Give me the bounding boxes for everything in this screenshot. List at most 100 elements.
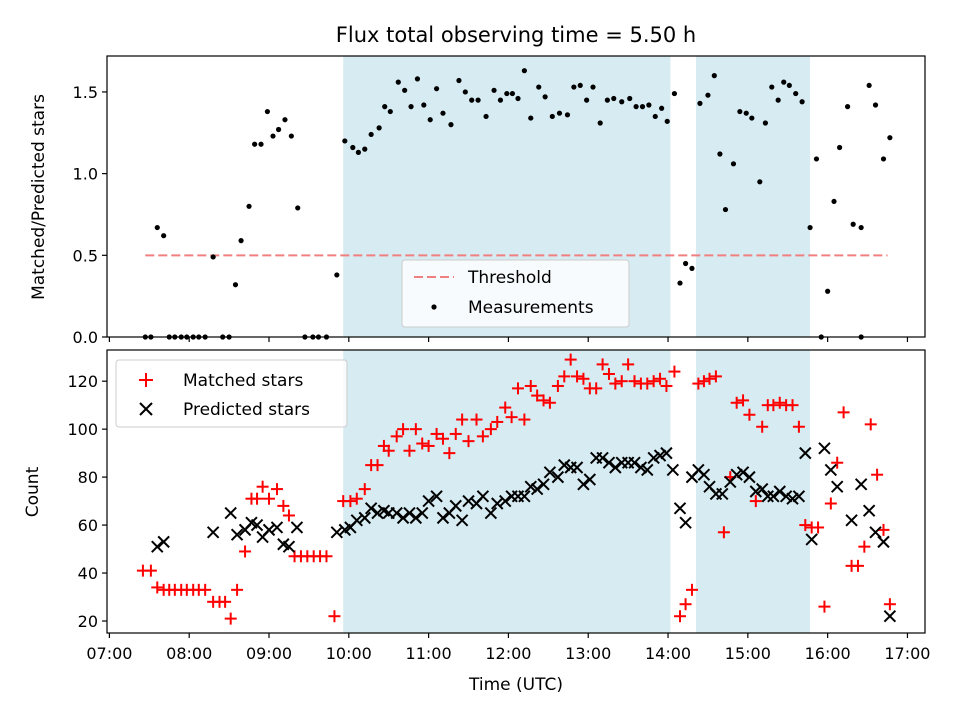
predicted-star-point [250,518,264,532]
matched-star-point [602,367,615,380]
measurement-point [697,100,703,106]
legend-predicted-swatch [139,402,153,416]
top-shaded-interval [695,56,811,337]
matched-star-point [609,377,622,390]
matched-star-point [409,423,422,436]
measurement-point [355,149,361,155]
bottom-y-axis-ticks: 20 40 60 80 100 120 [67,372,107,631]
top-y-tick-label: 1.5 [73,83,98,102]
measurement-point [246,203,252,209]
matched-star-point [577,372,590,385]
predicted-star-point [883,610,897,623]
predicted-star-point [416,506,429,520]
matched-star-point [151,581,164,594]
matched-star-point [749,495,762,508]
predicted-star-point [666,463,680,477]
predicted-star-point [628,456,641,469]
predicted-star-point [749,485,763,498]
measurement-point [491,87,497,93]
measurement-point [238,238,244,244]
matched-star-point [436,432,449,445]
matched-star-point [239,545,252,558]
measurement-point [427,117,433,123]
predicted-star-point [206,526,220,539]
matched-star-point [443,447,456,460]
matched-star-point [551,379,564,392]
predicted-star-point [484,506,498,520]
measurement-point [376,125,382,131]
predicted-star-point [157,535,170,549]
predicted-star-point [779,490,793,503]
measurement-point [232,282,239,288]
predicted-star-point [786,492,799,505]
measurement-point [762,120,768,126]
legend-measurements-swatch [431,304,437,310]
matched-star-point [511,382,524,395]
predicted-star-point [577,478,590,491]
x-tick-label: 11:00 [406,644,452,663]
predicted-star-point [543,466,557,479]
matched-star-point [799,519,812,532]
measurement-point [793,90,799,97]
matched-star-point [505,411,518,424]
bottom-plot-frame [106,349,926,634]
legend-predicted-label: Predicted stars [183,400,310,420]
matched-star-point [328,610,341,623]
measurement-point [813,156,820,162]
matched-star-point [622,358,635,371]
chart-title: Flux total observing time = 5.50 h [336,23,696,47]
predicted-star-point [634,461,648,474]
measurement-point [469,97,475,103]
measurement-point [161,233,167,239]
measurement-point [475,97,481,103]
matched-star-point [743,408,756,421]
matched-star-point [837,406,850,419]
predicted-star-point [422,494,435,508]
predicted-stars-points [151,442,897,623]
measurement-point [210,254,216,260]
top-y-axis-ticks: 0.0 0.5 1.0 1.5 [73,83,107,347]
matched-star-point [371,459,384,472]
matched-star-point [628,375,641,388]
x-tick-label: 17:00 [884,644,930,663]
matched-star-point [270,483,283,496]
measurement-point [402,87,408,93]
measurement-point [757,179,763,185]
predicted-star-point [558,458,571,472]
x-tick-label: 16:00 [805,644,851,663]
measurement-point [521,68,527,74]
bottom-y-tick-label: 20 [78,612,98,631]
predicted-star-point [455,514,469,527]
matched-star-point [883,598,896,611]
matched-star-point [692,377,705,390]
matched-star-point [709,370,722,383]
matched-star-point [518,413,531,426]
x-tick-label: 08:00 [166,644,212,663]
measurement-point [590,84,596,90]
x-tick-label: 12:00 [485,644,531,663]
predicted-star-point [697,468,711,481]
predicted-star-point [330,526,344,539]
matched-star-point [679,598,692,611]
measurement-point [633,104,639,110]
predicted-star-point [792,490,806,503]
matched-star-point [858,540,871,553]
matched-star-point [449,427,462,440]
measurement-point [414,76,421,82]
matched-star-point [654,372,667,385]
matched-star-point [403,444,416,457]
measurement-point [387,108,393,115]
measurement-point [866,82,872,89]
measurement-point [786,82,792,89]
measurement-point [549,113,555,120]
top-legend-box [401,259,630,328]
top-legend: Threshold Measurements [401,259,630,328]
predicted-star-point [869,526,882,539]
top-y-tick-label: 0.5 [73,246,98,265]
measurement-point [639,104,646,110]
measurement-point [421,102,427,108]
bottom-y-tick-label: 60 [78,516,98,535]
matched-star-point [864,418,877,431]
matched-star-point [877,523,890,536]
predicted-star-point [831,480,844,493]
